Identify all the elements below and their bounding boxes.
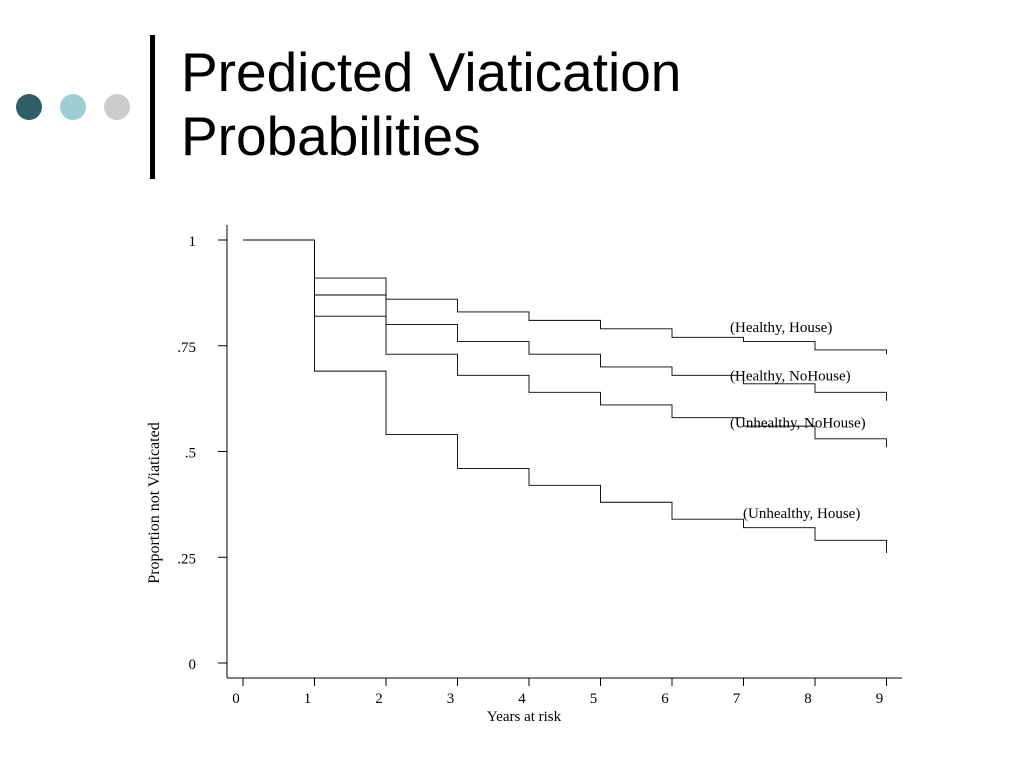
- y-tick-label: .5: [185, 446, 196, 462]
- slide-title: Predicted Viatication Probabilities: [181, 40, 681, 168]
- dot-dark-teal: [16, 94, 42, 120]
- series-label: (Unhealthy, House): [743, 506, 860, 522]
- x-tick-label: 7: [733, 691, 741, 707]
- dot-gray: [104, 94, 130, 120]
- series-label: (Healthy, House): [730, 320, 832, 336]
- chart-axes: 0 .25 .5 .75 1 0 1 2 3 4 5 6 7 8 9: [177, 225, 902, 707]
- decorative-dots: [16, 94, 136, 120]
- x-tick-label: 3: [447, 691, 455, 707]
- x-tick-label: 1: [304, 691, 312, 707]
- series-line: [243, 239, 887, 554]
- slide-title-line-2: Probabilities: [181, 105, 481, 167]
- title-accent-bar: [150, 35, 155, 179]
- x-tick-label: 6: [661, 691, 669, 707]
- x-tick-label: 4: [518, 691, 526, 707]
- x-tick-label: 5: [590, 691, 598, 707]
- y-tick-label: 1: [189, 234, 197, 250]
- x-tick-label: 9: [876, 691, 884, 707]
- y-axis-label: Proportion not Viaticated: [146, 422, 163, 583]
- chart-series: [243, 239, 887, 554]
- y-tick-label: 0: [189, 657, 197, 673]
- slide-title-line-1: Predicted Viatication: [181, 41, 682, 103]
- series-label: (Unhealthy, NoHouse): [730, 415, 866, 431]
- chart-series-labels: (Healthy, House) (Healthy, NoHouse) (Unhea…: [730, 320, 866, 522]
- x-axis-label: Years at risk: [487, 709, 562, 725]
- x-tick-label: 2: [375, 691, 383, 707]
- y-tick-label: .75: [177, 340, 196, 356]
- series-line: [243, 239, 887, 448]
- series-label: (Healthy, NoHouse): [730, 369, 851, 385]
- series-line: [243, 239, 887, 355]
- x-tick-label: 0: [232, 691, 240, 707]
- series-line: [243, 239, 887, 401]
- dot-light-teal: [60, 94, 86, 120]
- x-tick-label: 8: [804, 691, 812, 707]
- y-tick-label: .25: [177, 551, 196, 567]
